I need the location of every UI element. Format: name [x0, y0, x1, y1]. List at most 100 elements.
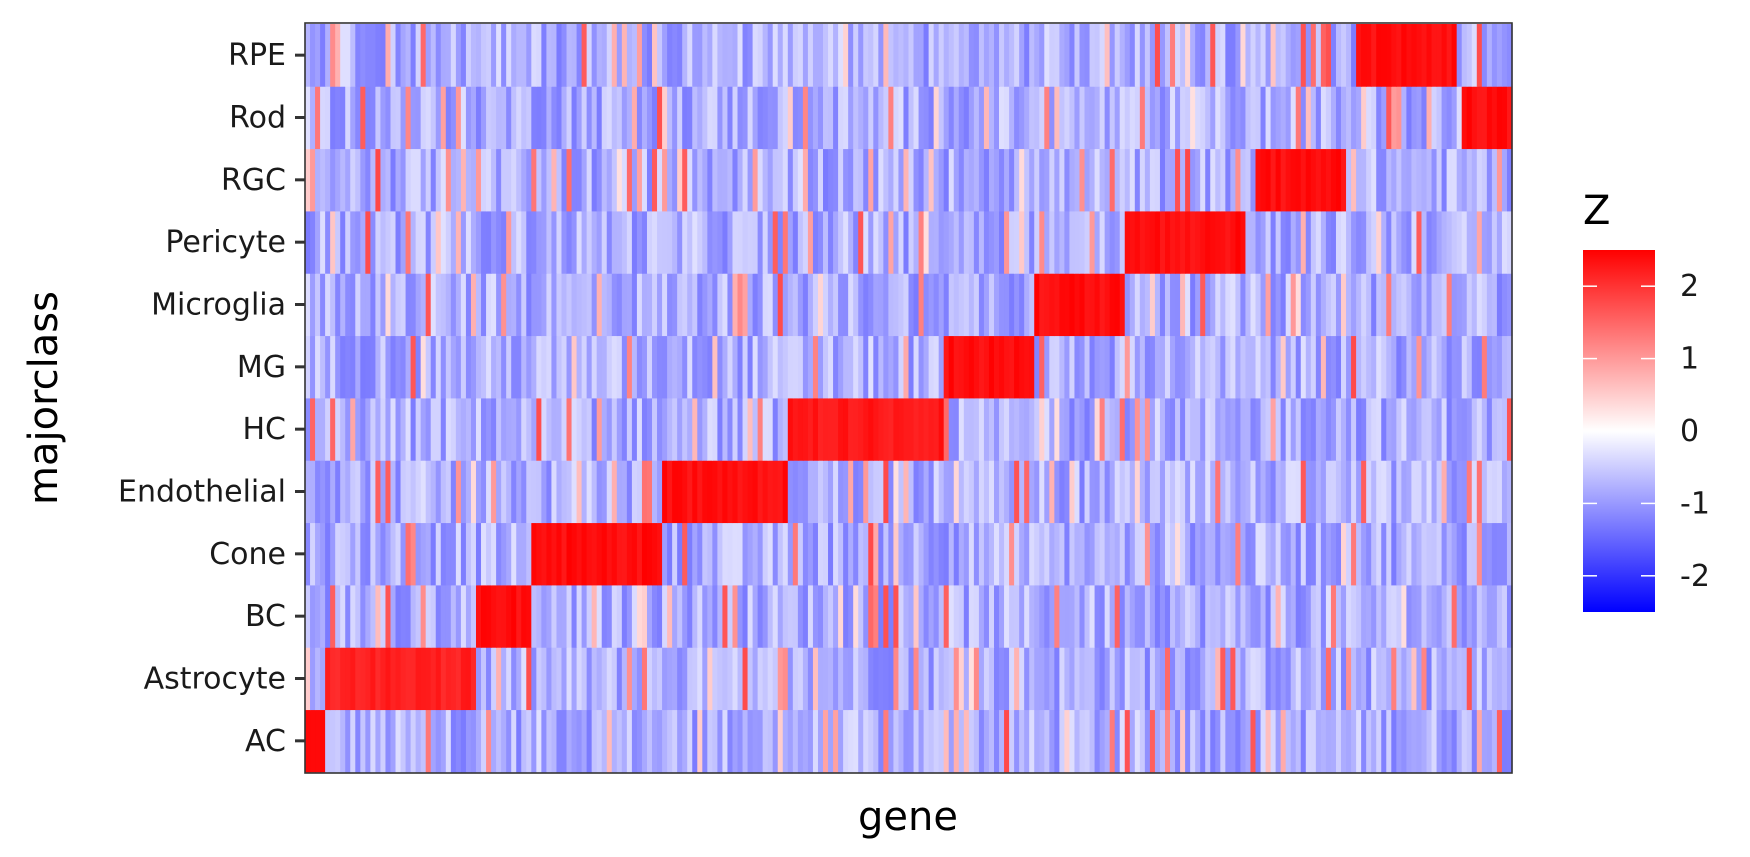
heatmap-cell: [1426, 273, 1433, 337]
heatmap-cell: [737, 709, 744, 773]
heatmap-cell: [1361, 24, 1367, 87]
heatmap-cell: [1406, 398, 1413, 461]
heatmap-cell: [526, 398, 532, 461]
heatmap-cell: [626, 335, 633, 399]
y-tick-label: AC: [245, 724, 286, 759]
heatmap-cell: [1361, 335, 1367, 399]
heatmap-cell: [1506, 647, 1513, 711]
heatmap-cell: [1044, 211, 1050, 274]
heatmap-cell: [702, 709, 708, 773]
heatmap-cell: [858, 273, 864, 337]
heatmap-cell: [983, 86, 990, 150]
heatmap-cell: [1421, 211, 1428, 274]
heatmap-cell: [737, 273, 744, 337]
heatmap-cell: [722, 24, 729, 87]
heatmap-cell: [631, 398, 638, 461]
heatmap-cell: [1029, 647, 1035, 711]
heatmap-cell: [968, 585, 975, 648]
heatmap-cell: [1431, 273, 1438, 337]
heatmap-cell: [315, 585, 321, 648]
heatmap-cell: [1491, 24, 1498, 87]
heatmap-cell: [1034, 273, 1040, 337]
heatmap-cell: [1195, 24, 1201, 87]
heatmap-cell: [1094, 86, 1101, 150]
heatmap-cell: [978, 709, 985, 773]
heatmap-cell: [1300, 398, 1307, 461]
heatmap-cell: [807, 86, 814, 150]
heatmap-cell: [491, 709, 497, 773]
heatmap-cell: [1506, 522, 1513, 586]
heatmap-cell: [873, 148, 879, 212]
heatmap-cell: [350, 335, 356, 399]
heatmap-cell: [1406, 522, 1413, 586]
heatmap-cell: [450, 273, 457, 337]
heatmap-cell: [571, 647, 578, 711]
heatmap-cell: [1054, 24, 1060, 87]
heatmap-cell: [742, 148, 749, 212]
heatmap-cell: [350, 86, 356, 150]
heatmap-cell: [481, 211, 487, 274]
heatmap-cell: [662, 522, 668, 586]
heatmap-cell: [626, 460, 633, 524]
heatmap-cell: [1114, 335, 1121, 399]
heatmap-cell: [893, 24, 900, 87]
heatmap-cell: [1089, 335, 1096, 399]
heatmap-cell: [380, 211, 387, 274]
heatmap-cell: [1320, 460, 1327, 524]
heatmap-cell: [1119, 398, 1126, 461]
heatmap-cell: [994, 585, 1000, 648]
heatmap-cell: [636, 148, 643, 212]
heatmap-cell: [782, 24, 789, 87]
heatmap-cell: [1159, 86, 1166, 150]
heatmap-cell: [1371, 709, 1377, 773]
heatmap-cell: [697, 709, 703, 773]
heatmap-cell: [1381, 273, 1387, 337]
heatmap-cell: [1059, 522, 1066, 586]
heatmap-cell: [521, 273, 527, 337]
heatmap-cell: [1250, 335, 1257, 399]
heatmap-cell: [1330, 709, 1337, 773]
heatmap-cell: [1320, 647, 1327, 711]
heatmap-cell: [340, 522, 346, 586]
heatmap-cell: [435, 148, 442, 212]
heatmap-cell: [1034, 335, 1040, 399]
heatmap-cell: [1391, 460, 1397, 524]
heatmap-cell: [948, 709, 955, 773]
heatmap-cell: [1009, 273, 1015, 337]
heatmap-cell: [687, 460, 693, 524]
heatmap-cell: [1436, 398, 1443, 461]
heatmap-cell: [586, 460, 593, 524]
heatmap-cell: [1351, 647, 1357, 711]
heatmap-cell: [858, 460, 864, 524]
heatmap-cell: [1496, 647, 1503, 711]
heatmap-cell: [1295, 398, 1302, 461]
heatmap-cell: [1330, 647, 1337, 711]
heatmap-cell: [697, 24, 703, 87]
heatmap-cell: [1159, 647, 1166, 711]
heatmap-cell: [1159, 522, 1166, 586]
heatmap-cell: [1034, 148, 1040, 212]
heatmap-cell: [1149, 86, 1156, 150]
heatmap-cell: [1280, 709, 1287, 773]
heatmap-cell: [1341, 460, 1347, 524]
heatmap-cell: [1019, 647, 1025, 711]
heatmap-cell: [350, 398, 356, 461]
heatmap-cell: [838, 211, 844, 274]
heatmap-cell: [757, 709, 764, 773]
heatmap-cell: [1049, 273, 1055, 337]
heatmap-cell: [1411, 585, 1418, 648]
heatmap-cell: [1471, 585, 1478, 648]
heatmap-cell: [1034, 211, 1040, 274]
heatmap-cell: [1325, 585, 1332, 648]
heatmap-cell: [1491, 398, 1498, 461]
heatmap-cell: [968, 647, 975, 711]
heatmap-cell: [1220, 460, 1226, 524]
heatmap-cell: [425, 86, 432, 150]
heatmap-cell: [315, 335, 321, 399]
heatmap-cell: [908, 460, 915, 524]
heatmap-cell: [566, 148, 573, 212]
heatmap-cell: [1341, 86, 1347, 150]
heatmap-cell: [430, 24, 437, 87]
heatmap-cell: [1481, 211, 1488, 274]
heatmap-cell: [1396, 273, 1402, 337]
